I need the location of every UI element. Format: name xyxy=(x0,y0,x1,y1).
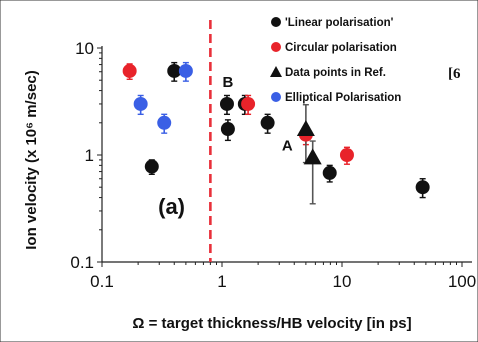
axes xyxy=(97,46,472,267)
circle-point xyxy=(415,180,430,195)
x-tick-label: 1 xyxy=(217,272,226,291)
legend-marker xyxy=(271,42,281,52)
y-axis-label: Ion velocity (x 10⁶ m/sec) xyxy=(23,70,40,249)
y-tick-label: 1 xyxy=(85,146,94,165)
y-tick-label: 0.1 xyxy=(70,253,94,272)
x-tick-label: 100 xyxy=(448,272,476,291)
legend-label: 'Linear polarisation' xyxy=(285,17,394,29)
circle-point xyxy=(219,96,234,111)
circle-point xyxy=(144,159,159,174)
data-points xyxy=(122,63,430,195)
circle-point xyxy=(241,96,256,111)
triangle-point xyxy=(303,148,322,165)
y-tick-label: 10 xyxy=(75,39,94,58)
x-tick-label: 10 xyxy=(333,272,352,291)
legend-marker xyxy=(270,66,282,77)
legend-marker xyxy=(271,17,281,27)
annotations: B A (a) xyxy=(158,74,293,219)
circle-point xyxy=(133,96,148,111)
triangle-point xyxy=(296,119,315,136)
annotation-label: B xyxy=(222,74,233,91)
tick-labels: 0.1 1 10 100 10 1 0.1 xyxy=(70,39,476,291)
annotation-label: A xyxy=(282,138,293,155)
legend: 'Linear polarisation' Circular polarisati… xyxy=(270,17,461,104)
legend-label: Data points in Ref. xyxy=(285,67,386,79)
legend-label: Elliptical Polarisation xyxy=(285,92,401,104)
legend-label-ref: [6 xyxy=(448,66,461,82)
x-axis-label: Ω = target thickness/HB velocity [in ps] xyxy=(132,315,411,332)
x-tick-label: 0.1 xyxy=(90,272,114,291)
circle-point xyxy=(157,115,172,130)
circle-point xyxy=(220,121,235,136)
circle-point xyxy=(122,63,137,78)
legend-marker xyxy=(271,92,281,102)
circle-point xyxy=(322,165,337,180)
circle-point xyxy=(178,63,193,78)
circle-point xyxy=(167,63,182,78)
legend-label: Circular polarisation xyxy=(285,42,397,54)
circle-point xyxy=(260,115,275,130)
annotation-label: (a) xyxy=(158,194,185,219)
circle-point xyxy=(339,148,354,162)
